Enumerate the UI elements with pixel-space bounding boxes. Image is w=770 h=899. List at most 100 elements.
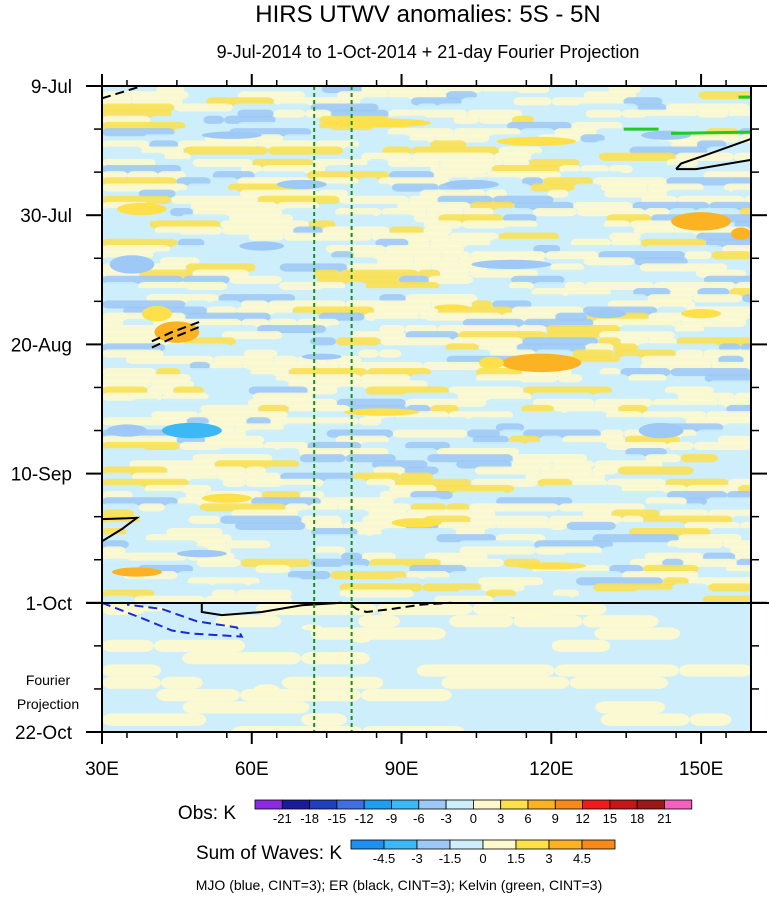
anomaly-band	[184, 337, 236, 346]
anomaly-band	[507, 121, 572, 131]
anomaly-patch	[671, 212, 732, 231]
projection-band	[102, 639, 154, 653]
anomaly-band	[599, 152, 676, 161]
anomaly-band	[520, 128, 555, 137]
anomaly-band	[378, 177, 449, 186]
anomaly-band	[620, 324, 675, 334]
anomaly-band	[427, 380, 473, 389]
anomaly-band	[457, 392, 532, 401]
colorbar-level-label: -21	[273, 811, 292, 826]
anomaly-band	[311, 527, 358, 537]
anomaly-band	[508, 435, 541, 444]
anomaly-band	[102, 183, 188, 192]
anomaly-band	[496, 521, 567, 530]
anomaly-band	[305, 109, 331, 118]
anomaly-band	[358, 349, 379, 358]
anomaly-band	[240, 558, 311, 567]
anomaly-band	[573, 201, 633, 211]
anomaly-band	[446, 91, 477, 100]
anomaly-band	[411, 152, 494, 161]
er-contour	[151, 324, 203, 349]
anomaly-band	[641, 195, 678, 204]
anomaly-band	[744, 164, 751, 174]
colorbar-level-label: 3	[497, 811, 504, 826]
colorbar-swatch	[609, 799, 638, 810]
anomaly-band	[561, 109, 586, 118]
anomaly-patch	[154, 321, 200, 343]
anomaly-band	[196, 540, 226, 549]
anomaly-band	[371, 232, 450, 241]
anomaly-band	[374, 306, 439, 315]
anomaly-band	[675, 152, 734, 161]
anomaly-band	[127, 171, 158, 180]
anomaly-band	[490, 238, 571, 247]
anomaly-band	[550, 263, 584, 272]
anomaly-band	[708, 583, 751, 592]
anomaly-band	[102, 238, 178, 247]
x-tick-label: 30E	[85, 759, 119, 780]
anomaly-band	[475, 368, 523, 377]
anomaly-band	[318, 312, 365, 321]
anomaly-band	[335, 337, 381, 346]
anomaly-band	[688, 577, 751, 586]
anomaly-band	[236, 306, 293, 315]
anomaly-band	[726, 404, 751, 414]
anomaly-patch	[301, 353, 342, 360]
anomaly-band	[192, 269, 249, 278]
anomaly-band	[467, 109, 522, 118]
anomaly-band	[171, 195, 258, 204]
anomaly-band	[379, 324, 405, 334]
anomaly-band	[174, 103, 233, 112]
anomaly-band	[452, 491, 508, 500]
y-tick-label: 30-Jul	[20, 206, 72, 227]
anomaly-band	[633, 589, 696, 598]
anomaly-band	[516, 343, 586, 352]
anomaly-patch	[506, 612, 547, 618]
anomaly-band	[298, 447, 389, 457]
anomaly-band	[554, 128, 597, 137]
anomaly-band	[235, 521, 306, 530]
anomaly-band	[647, 183, 704, 192]
anomaly-band	[428, 275, 474, 284]
anomaly-band	[727, 263, 751, 272]
anomaly-band	[167, 466, 246, 475]
anomaly-band	[250, 368, 289, 377]
anomaly-band	[734, 392, 751, 401]
anomaly-band	[703, 171, 751, 180]
anomaly-band	[405, 441, 451, 450]
anomaly-band	[493, 208, 534, 217]
colorbar-level-label: 21	[657, 811, 671, 826]
anomaly-patch	[116, 202, 167, 216]
anomaly-band	[543, 177, 593, 186]
anomaly-band	[102, 115, 151, 124]
colorbar-level-label: 12	[575, 811, 589, 826]
anomaly-band	[684, 503, 705, 512]
anomaly-band	[670, 288, 698, 297]
anomaly-band	[406, 509, 496, 518]
anomaly-band	[162, 509, 208, 518]
anomaly-band	[299, 454, 346, 463]
anomaly-band	[406, 571, 450, 580]
anomaly-band	[138, 281, 228, 291]
anomaly-band	[642, 564, 699, 574]
anomaly-band	[580, 164, 609, 174]
anomaly-band	[496, 497, 573, 506]
er-contour	[102, 86, 143, 100]
anomaly-patch	[109, 255, 155, 274]
anomaly-band	[695, 269, 746, 278]
anomaly-band	[718, 355, 744, 364]
anomaly-band	[199, 503, 286, 512]
anomaly-band	[667, 441, 694, 450]
anomaly-band	[436, 484, 515, 494]
colorbar-swatch	[548, 839, 583, 850]
anomaly-band	[433, 171, 487, 180]
anomaly-band	[410, 503, 447, 512]
anomaly-band	[225, 540, 271, 549]
anomaly-band	[306, 171, 390, 180]
anomaly-band	[670, 368, 751, 377]
anomaly-band	[208, 417, 247, 426]
anomaly-patch	[201, 493, 252, 503]
anomaly-band	[571, 361, 641, 371]
anomaly-band	[102, 91, 189, 100]
anomaly-patches	[106, 118, 751, 694]
